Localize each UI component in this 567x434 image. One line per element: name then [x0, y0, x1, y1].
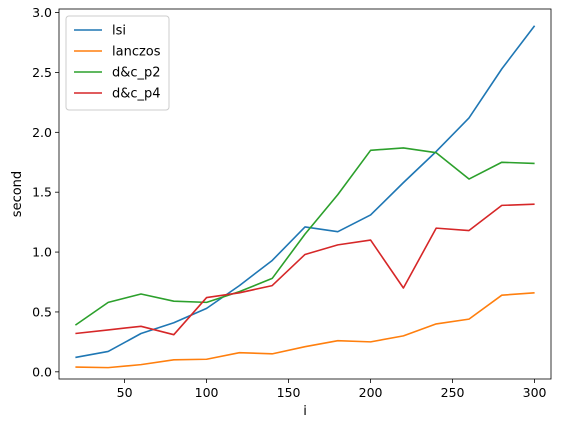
data-point: [533, 25, 535, 27]
data-point: [74, 356, 76, 358]
data-point: [304, 345, 306, 347]
x-axis-label: i: [303, 404, 307, 419]
data-point: [369, 239, 371, 241]
data-point: [238, 284, 240, 286]
data-point: [140, 293, 142, 295]
data-point: [173, 300, 175, 302]
series-3: [74, 203, 535, 336]
data-point: [304, 226, 306, 228]
data-point: [140, 332, 142, 334]
data-point: [271, 284, 273, 286]
data-point: [468, 178, 470, 180]
x-tick-label: 100: [195, 385, 219, 400]
series-layer: [74, 25, 536, 369]
data-point: [435, 323, 437, 325]
data-point: [74, 332, 76, 334]
series-2: [74, 147, 535, 326]
data-point: [369, 341, 371, 343]
series-line: [75, 291, 535, 369]
data-point: [501, 294, 503, 296]
x-tick-label: 50: [117, 385, 133, 400]
y-axis-label: second: [10, 171, 25, 217]
data-point: [173, 322, 175, 324]
y-tick-label: 0.5: [32, 304, 52, 319]
data-point: [402, 147, 404, 149]
data-point: [74, 366, 76, 368]
data-point: [271, 353, 273, 355]
y-tick-label: 0.0: [32, 364, 52, 379]
data-point: [205, 358, 207, 360]
data-point: [173, 333, 175, 335]
x-tick-label: 150: [277, 385, 301, 400]
y-tick-label: 2.0: [32, 125, 52, 140]
y-tick-label: 3.0: [32, 5, 52, 20]
data-point: [140, 363, 142, 365]
data-point: [533, 203, 535, 205]
x-axis: 50 100 150 200 250 300: [117, 379, 547, 400]
data-point: [435, 227, 437, 229]
data-point: [337, 339, 339, 341]
data-point: [205, 307, 207, 309]
data-point: [238, 292, 240, 294]
data-point: [107, 366, 109, 368]
series-1: [74, 291, 535, 369]
data-point: [501, 161, 503, 163]
legend-label: lsi: [112, 24, 126, 39]
y-tick-label: 2.5: [32, 65, 52, 80]
data-point: [271, 259, 273, 261]
series-line: [74, 147, 535, 326]
data-point: [468, 318, 470, 320]
data-point: [337, 193, 339, 195]
data-point: [501, 204, 503, 206]
data-point: [402, 181, 404, 183]
series-line: [75, 203, 535, 336]
plot-area-frame: [58, 8, 552, 380]
data-point: [107, 350, 109, 352]
y-tick-label: 1.5: [32, 185, 52, 200]
data-point: [501, 68, 503, 70]
data-point: [533, 162, 535, 164]
x-tick-label: 200: [359, 385, 383, 400]
data-point: [271, 277, 273, 279]
legend-box: [65, 15, 170, 111]
legend-label: d&c_p2: [112, 66, 161, 81]
x-tick-label: 250: [441, 385, 465, 400]
data-point: [369, 149, 371, 151]
x-tick-label: 300: [523, 385, 547, 400]
data-point: [107, 329, 109, 331]
y-tick-label: 1.0: [32, 245, 52, 260]
data-point: [304, 253, 306, 255]
data-point: [435, 151, 437, 153]
data-point: [337, 231, 339, 233]
data-point: [402, 287, 404, 289]
data-point: [238, 351, 240, 353]
y-axis: 0.0 0.5 1.0 1.5 2.0 2.5 3.0: [32, 5, 59, 379]
legend-label: lanczos: [112, 45, 161, 60]
data-point: [205, 296, 207, 298]
data-point: [402, 335, 404, 337]
data-point: [468, 229, 470, 231]
data-point: [205, 301, 207, 303]
data-point: [369, 214, 371, 216]
data-point: [140, 325, 142, 327]
data-point: [468, 117, 470, 119]
data-point: [533, 292, 535, 294]
legend: lsi lanczos d&c_p2 d&c_p4: [65, 15, 170, 111]
data-point: [173, 359, 175, 361]
data-point: [337, 244, 339, 246]
data-point: [74, 324, 76, 326]
legend-label: d&c_p4: [112, 87, 161, 102]
data-point: [107, 301, 109, 303]
data-point: [304, 233, 306, 235]
